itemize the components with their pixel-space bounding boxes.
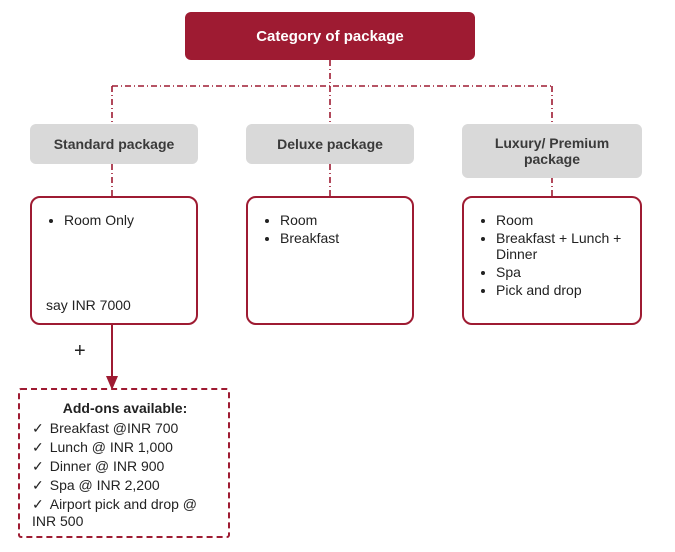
addon-item: Spa @ INR 2,200 [30,477,220,494]
category-box-2: Room Breakfast + Lunch + Dinner Spa Pick an… [462,196,642,325]
root-node: Category of package [185,12,475,60]
category-box-0: Room Only say INR 7000 [30,196,198,325]
price-line: say INR 7000 [46,297,131,313]
feature-item: Room [496,212,626,228]
feature-item: Breakfast + Lunch + Dinner [496,230,626,262]
addons-box: Add-ons available: Breakfast @INR 700 Lunc… [18,388,230,538]
category-head-2: Luxury/ Premium package [462,124,642,178]
feature-item: Spa [496,264,626,280]
plus-symbol: + [74,340,86,363]
feature-list: Room Only [48,212,182,228]
feature-list: Room Breakfast [264,212,398,246]
feature-item: Room [280,212,398,228]
category-box-1: Room Breakfast [246,196,414,325]
feature-item: Room Only [64,212,182,228]
addons-title: Add-ons available: [30,400,220,416]
feature-item: Breakfast [280,230,398,246]
addon-item: Breakfast @INR 700 [30,420,220,437]
category-head-0: Standard package [30,124,198,164]
addon-item: Lunch @ INR 1,000 [30,439,220,456]
addon-item: Dinner @ INR 900 [30,458,220,475]
category-head-1: Deluxe package [246,124,414,164]
feature-item: Pick and drop [496,282,626,298]
feature-list: Room Breakfast + Lunch + Dinner Spa Pick an… [480,212,626,298]
addon-item: Airport pick and drop @ INR 500 [30,496,220,529]
